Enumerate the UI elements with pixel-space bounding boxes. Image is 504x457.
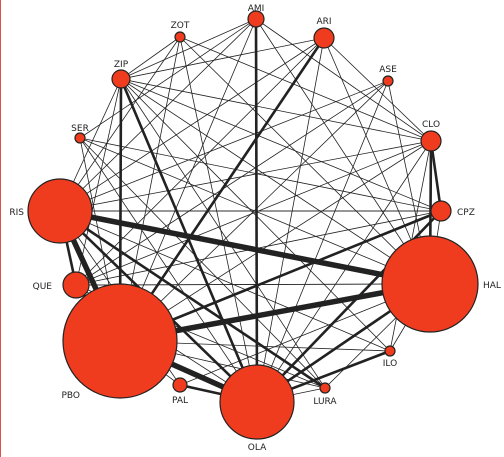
edge-ami-ola <box>254 17 259 404</box>
node-label-pal: PAL <box>172 396 188 406</box>
edge-que-hal <box>75 283 431 286</box>
node-ami <box>247 10 265 28</box>
nodes-layer <box>27 10 479 440</box>
edge-ari-zip <box>120 37 325 80</box>
edge-ami-clo <box>255 18 432 142</box>
node-pal <box>172 377 188 393</box>
node-ase <box>382 75 394 87</box>
edge-ari-clo <box>323 37 432 142</box>
node-pbo <box>62 283 178 399</box>
edge-ser-ola <box>79 137 258 403</box>
node-label-hal: HAL <box>483 281 501 291</box>
edge-clo-pbo <box>119 140 432 342</box>
edge-clo-cpz <box>429 139 443 213</box>
edge-ris-ilo <box>59 210 391 352</box>
edge-zot-ris <box>59 36 181 212</box>
edge-zot-hal <box>179 36 431 285</box>
node-zot <box>174 31 186 43</box>
edge-clo-ola <box>256 140 432 403</box>
node-clo <box>420 130 442 152</box>
edge-ami-ser <box>79 18 257 139</box>
edge-ola-ari <box>256 37 325 403</box>
edge-ami-zip <box>120 18 257 80</box>
node-label-ami: AMI <box>248 4 265 14</box>
edge-ari-ris <box>59 37 325 212</box>
node-label-zot: ZOT <box>171 21 190 31</box>
edge-ase-que <box>75 80 389 286</box>
edge-zip-lura <box>120 78 326 389</box>
node-que <box>62 271 90 299</box>
edge-ris-lura <box>58 209 327 390</box>
node-label-que: QUE <box>33 282 53 292</box>
node-ris <box>27 178 93 244</box>
node-label-pbo: PBO <box>61 391 80 401</box>
node-zip <box>111 69 131 89</box>
edge-zot-zip <box>120 36 181 80</box>
node-label-ase: ASE <box>379 65 397 75</box>
node-label-clo: CLO <box>422 120 440 130</box>
edge-zip-clo <box>120 78 432 142</box>
node-label-ser: SER <box>71 124 89 134</box>
edge-ase-ola <box>256 80 389 403</box>
labels-layer: AMI ARI ZOT ASE ZIP CLO SER CPZ RIS HAL QUE ILO PBO P… <box>9 4 501 453</box>
node-label-ris: RIS <box>9 208 24 218</box>
node-label-ola: OLA <box>248 443 267 453</box>
edge-clo-ris <box>59 140 432 212</box>
edge-zot-ola <box>179 36 258 403</box>
node-label-ilo: ILO <box>383 359 397 369</box>
node-label-ari: ARI <box>316 17 331 27</box>
node-lura <box>319 382 331 394</box>
node-ser <box>74 132 86 144</box>
edge-zot-clo <box>179 36 432 142</box>
edge-cpz-que <box>75 210 442 286</box>
edge-ser-cpz <box>79 137 442 212</box>
edge-zip-hal <box>120 78 431 285</box>
left-frame-border <box>0 0 1 457</box>
edge-ase-ris <box>59 80 389 212</box>
node-ilo <box>384 345 396 357</box>
edge-ser-lura <box>79 137 326 389</box>
edge-clo-que <box>75 140 432 286</box>
node-label-lura: LURA <box>313 397 337 407</box>
edge-zip-que <box>75 78 122 286</box>
node-ola <box>219 364 295 440</box>
edge-zip-cpz <box>120 78 442 212</box>
node-hal <box>381 235 479 333</box>
edge-ami-ris <box>59 18 257 212</box>
node-ari <box>313 27 335 49</box>
edge-zip-ola <box>119 77 259 404</box>
node-label-zip: ZIP <box>114 60 129 70</box>
edge-zip-ilo <box>120 78 391 352</box>
node-label-cpz: CPZ <box>457 208 475 218</box>
node-cpz <box>430 200 452 222</box>
